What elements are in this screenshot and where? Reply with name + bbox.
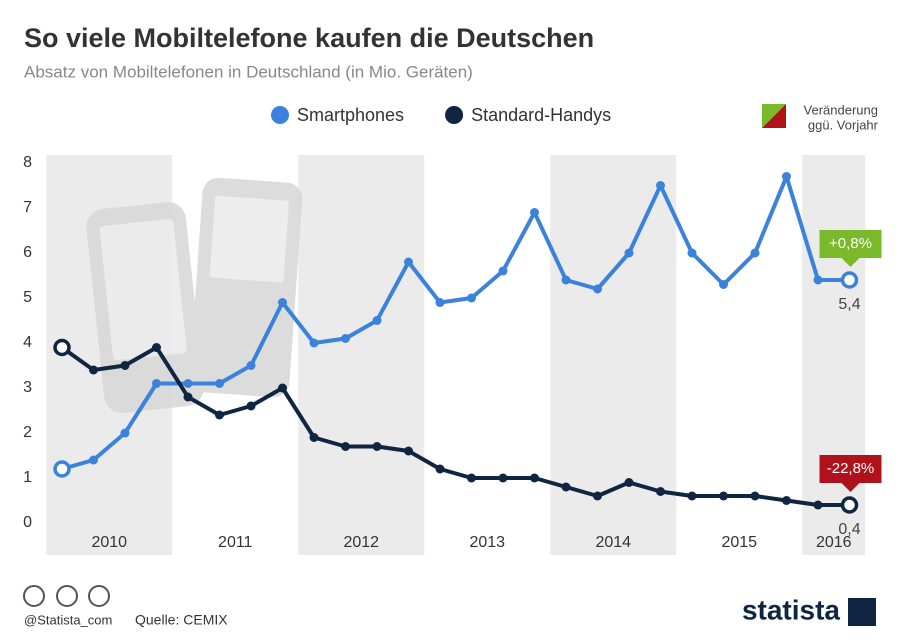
data-point	[750, 248, 760, 258]
x-tick-label: 2013	[469, 534, 505, 551]
data-point	[120, 428, 130, 438]
data-point	[593, 284, 602, 294]
y-tick-label: 8	[23, 154, 32, 171]
y-tick-label: 2	[23, 424, 32, 441]
phone-illustration	[86, 177, 303, 413]
data-point	[593, 491, 602, 501]
series-line	[60, 345, 850, 507]
x-tick-label: 2016	[816, 534, 852, 551]
data-point	[309, 338, 319, 348]
y-tick-label: 3	[23, 379, 32, 396]
data-point	[435, 298, 445, 307]
change-legend-label: ggü. Vorjahr	[808, 117, 879, 132]
data-point	[309, 433, 319, 442]
data-point	[719, 491, 728, 501]
data-point	[624, 478, 634, 487]
source: Quelle: CEMIX	[135, 612, 228, 628]
data-point	[498, 473, 508, 483]
data-point	[435, 464, 445, 474]
data-point	[561, 482, 571, 492]
data-point	[215, 379, 224, 388]
data-point	[840, 496, 859, 514]
change-label: -22,8%	[827, 460, 875, 477]
data-point	[624, 248, 634, 258]
data-point	[750, 491, 760, 501]
brand-icon	[848, 598, 876, 626]
x-tick-label: 2010	[91, 534, 127, 551]
change-label: +0,8%	[829, 235, 872, 252]
data-point	[498, 266, 508, 276]
year-band	[298, 155, 425, 555]
data-point	[372, 316, 382, 325]
data-point	[467, 473, 476, 483]
data-point	[656, 487, 665, 496]
legend-swatch	[271, 106, 289, 124]
change-legend-label: Veränderung	[804, 102, 878, 117]
data-point	[152, 343, 161, 352]
x-tick-label: 2012	[343, 534, 379, 551]
data-point	[782, 172, 791, 181]
data-point	[89, 455, 98, 465]
data-point	[467, 293, 476, 303]
y-tick-label: 7	[23, 199, 32, 216]
data-point	[656, 181, 665, 190]
handle: @Statista_com	[24, 612, 112, 627]
chart-subtitle: Absatz von Mobiltelefonen in Deutschland…	[24, 62, 473, 81]
data-point	[404, 257, 413, 267]
data-point	[246, 361, 256, 370]
data-point	[561, 275, 571, 285]
y-tick-label: 4	[23, 334, 32, 351]
data-point	[246, 401, 256, 411]
value-label: 0,4	[838, 521, 860, 538]
data-point	[782, 496, 791, 505]
nd-icon	[88, 585, 110, 607]
y-tick-label: 0	[23, 514, 32, 531]
year-band	[550, 155, 677, 555]
data-point	[687, 491, 697, 501]
y-tick-label: 6	[23, 244, 32, 261]
data-point	[813, 275, 823, 285]
legend-swatch	[445, 106, 464, 124]
data-point	[530, 473, 539, 483]
legend-label: Smartphones	[297, 105, 404, 125]
data-point	[120, 361, 130, 370]
data-point	[372, 442, 382, 451]
data-point	[530, 208, 539, 217]
data-point	[183, 392, 193, 402]
x-tick-label: 2015	[721, 534, 757, 551]
brand: statista	[742, 594, 840, 625]
y-tick-label: 5	[23, 289, 32, 306]
data-point	[183, 379, 193, 388]
year-band	[802, 155, 866, 555]
data-point	[278, 383, 287, 393]
x-tick-label: 2014	[595, 534, 631, 551]
data-point	[341, 334, 350, 343]
data-point	[89, 365, 98, 375]
data-point	[687, 248, 697, 258]
value-label: 5,4	[838, 296, 860, 313]
x-tick-label: 2011	[218, 534, 253, 551]
data-point	[813, 500, 823, 510]
data-point	[840, 271, 859, 289]
data-point	[404, 446, 413, 456]
change-legend-red	[762, 104, 786, 128]
data-point	[215, 410, 224, 420]
legend-label: Standard-Handys	[471, 105, 611, 125]
data-point	[53, 460, 71, 478]
chart-title: So viele Mobiltelefone kaufen die Deutsc…	[24, 23, 594, 53]
change-badge	[819, 230, 882, 267]
cc-icon	[23, 585, 45, 607]
data-point	[341, 442, 350, 451]
data-point	[152, 379, 161, 388]
series-line	[61, 174, 850, 471]
by-icon	[56, 585, 78, 607]
data-point	[278, 298, 287, 307]
y-tick-label: 1	[23, 469, 32, 486]
change-badge	[819, 455, 882, 492]
data-point	[719, 280, 728, 289]
data-point	[53, 338, 71, 357]
